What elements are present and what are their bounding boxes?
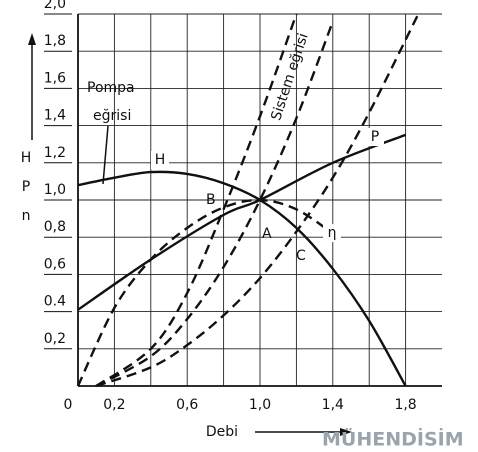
y-arrowhead (28, 33, 36, 45)
curve (76, 198, 334, 387)
label-bg (151, 151, 169, 169)
y-axis-label: n (22, 208, 31, 224)
annotation: Sistem eğrisi (268, 31, 311, 122)
annotation: C (296, 248, 306, 264)
y-tick-label: 0,2 (44, 331, 66, 347)
y-tick-label: 1,0 (44, 182, 66, 198)
y-tick-label: 1,4 (44, 108, 66, 124)
y-tick-label: 0,8 (44, 219, 66, 235)
y-tick-label: 1,2 (44, 145, 66, 161)
x-tick-label: 1,0 (249, 397, 271, 413)
origin-label: 0 (64, 397, 73, 413)
curve (95, 13, 420, 388)
series-label: H (155, 152, 166, 168)
x-axis-label: Debi (206, 424, 238, 440)
watermark: MÜHENDİSİM (322, 427, 464, 451)
annotation: B (206, 192, 216, 208)
annotation: A (262, 226, 272, 242)
curve (95, 21, 334, 388)
annotation: eğrisi (93, 108, 131, 124)
label-bg (323, 224, 341, 242)
x-tick-label: 0,2 (103, 397, 125, 413)
pointer (102, 125, 109, 185)
y-tick-label: 0,6 (44, 256, 66, 272)
y-tick-label: 0.4 (44, 294, 66, 310)
series-label: P (371, 129, 379, 145)
curve (95, 13, 298, 387)
y-tick-label: 2,0 (44, 0, 66, 12)
x-arrowhead (340, 428, 352, 436)
annotation: Pompa (87, 80, 135, 96)
curve (77, 170, 407, 387)
y-axis-label: P (22, 179, 30, 195)
x-tick-label: 1,8 (394, 397, 416, 413)
curve (77, 133, 407, 311)
y-tick-label: 1,6 (44, 70, 66, 86)
label-bg (366, 128, 384, 146)
x-tick-label: 1,4 (322, 397, 344, 413)
x-tick-label: 0,6 (176, 397, 198, 413)
series-label: η (328, 225, 337, 241)
y-axis-label: H (21, 150, 32, 166)
y-tick-label: 1,8 (44, 33, 66, 49)
